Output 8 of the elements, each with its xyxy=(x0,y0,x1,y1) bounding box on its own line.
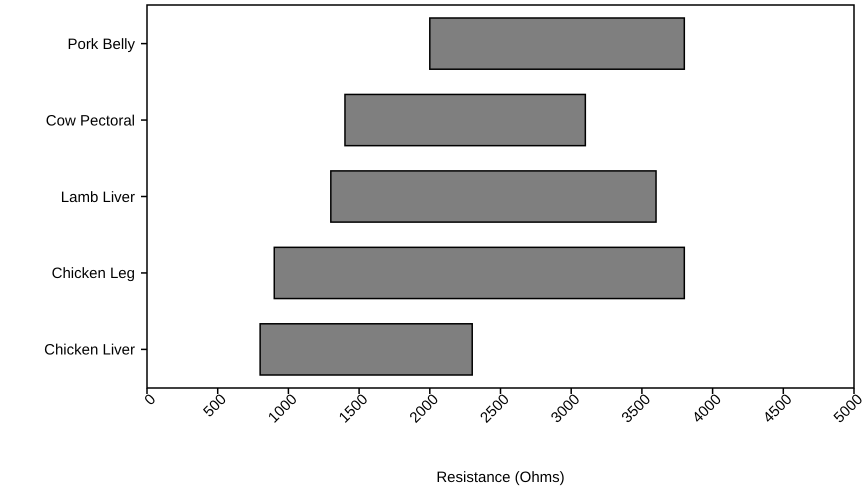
x-tick-label: 500 xyxy=(200,390,230,421)
x-axis-title: Resistance (Ohms) xyxy=(436,469,565,486)
x-tick-label: 0 xyxy=(141,390,160,409)
y-tick-label: Cow Pectoral xyxy=(46,112,135,130)
y-tick-label: Chicken Leg xyxy=(52,265,135,282)
y-tick-label: Lamb Liver xyxy=(60,188,136,206)
y-tick-label: Chicken Liver xyxy=(44,342,135,359)
y-tick-label: Pork Belly xyxy=(67,36,136,53)
